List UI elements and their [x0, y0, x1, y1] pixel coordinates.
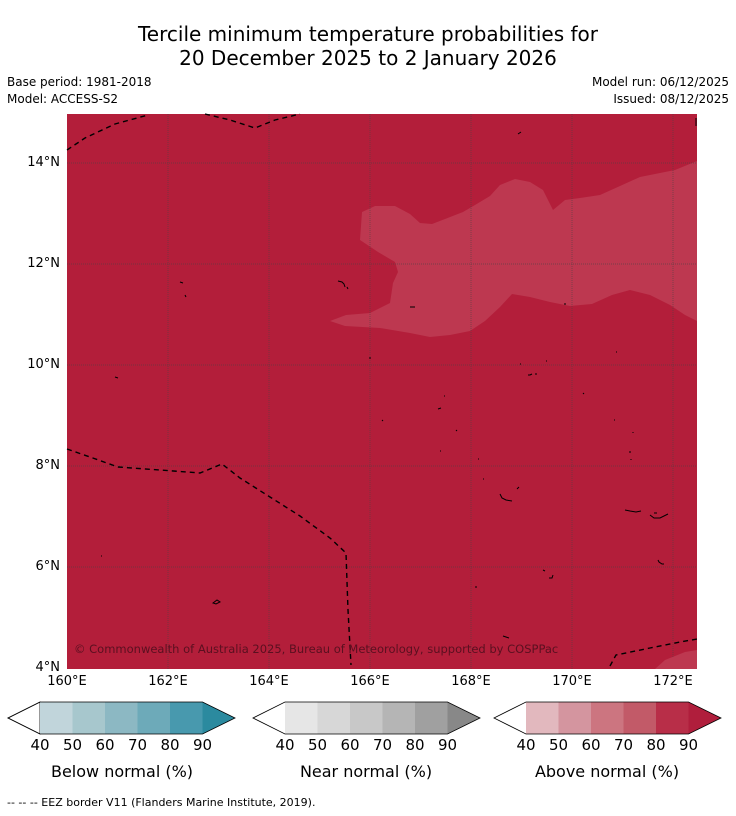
colorbar-near-tick: 60	[340, 736, 360, 754]
meta-right: Model run: 06/12/2025 Issued: 08/12/2025	[592, 74, 729, 108]
lat-label-4n: 4°N	[35, 660, 61, 675]
colorbar-below-swatch-60	[105, 702, 138, 734]
model-name: Model: ACCESS-S2	[7, 92, 119, 106]
eez-border-west	[66, 448, 352, 666]
colorbar-below-swatch-40	[40, 702, 73, 734]
colorbar-above-tick: 60	[581, 736, 601, 754]
colorbar-above-tick: 90	[678, 736, 699, 754]
eez-border-southeast	[609, 638, 698, 667]
meta-left: Base period: 1981-2018 Model: ACCESS-S2	[7, 74, 152, 108]
probability-field-corner	[655, 650, 697, 669]
colorbar-below-swatch-80	[170, 702, 203, 734]
colorbar-near-swatch-80	[415, 702, 448, 734]
colorbar-above-tick: 80	[646, 736, 666, 754]
lat-label-8n: 8°N	[35, 458, 61, 473]
lat-label-6n: 6°N	[35, 559, 61, 574]
colorbar-above-swatch-80	[656, 702, 689, 734]
eez-borders	[66, 113, 698, 667]
map-title: Tercile minimum temperature probabilitie…	[0, 22, 736, 70]
graticule	[67, 114, 697, 669]
title-line-2: 20 December 2025 to 2 January 2026	[179, 46, 557, 70]
island	[101, 555, 554, 639]
colorbar-near-tick: 40	[275, 736, 295, 754]
colorbar-below-tick: 50	[62, 736, 83, 754]
colorbar-above-tick: 70	[613, 736, 634, 754]
island	[114, 280, 458, 452]
lon-label-166e: 166°E	[350, 674, 390, 689]
island	[499, 486, 669, 565]
colorbar-near-tick: 70	[372, 736, 393, 754]
probability-field-above-70	[330, 161, 697, 337]
lat-label-12n: 12°N	[27, 256, 60, 271]
colorbar-below-tick: 80	[160, 736, 180, 754]
colorbar-below-swatch-70	[137, 702, 170, 734]
colorbar-below-tick: 60	[95, 736, 115, 754]
lat-label-10n: 10°N	[27, 357, 60, 372]
colorbar-near-outline	[252, 701, 481, 735]
lat-label-14n: 14°N	[27, 155, 60, 170]
eez-border-north	[66, 113, 301, 151]
colorbar-near-swatch-60	[350, 702, 383, 734]
colorbar-near-tick: 80	[405, 736, 425, 754]
colorbar-below-swatch-50	[72, 702, 105, 734]
colorbar-above-tick: 50	[548, 736, 569, 754]
colorbar-below-tick: 70	[127, 736, 148, 754]
colorbar-above-label: Above normal (%)	[534, 762, 680, 781]
eez-legend: -- -- -- EEZ border V11 (Flanders Marine…	[7, 796, 316, 809]
colorbar-below-lower-extend	[7, 701, 41, 735]
colorbar-near-upper-extend	[447, 702, 480, 734]
colorbar-near-tick: 90	[437, 736, 458, 754]
colorbar-below-label: Below normal (%)	[50, 762, 194, 781]
lon-label-160e: 160°E	[47, 674, 87, 689]
colorbar-near-lower-extend	[253, 702, 285, 734]
colorbar-above-swatch-60	[591, 702, 624, 734]
colorbar-above-swatch-40	[526, 702, 559, 734]
colorbar-above-swatch-70	[623, 702, 656, 734]
lon-label-170e: 170°E	[552, 674, 592, 689]
colorbar-below-tick: 90	[192, 736, 213, 754]
colorbar-near-tick: 50	[307, 736, 328, 754]
colorbar-above-upper-extend	[688, 702, 721, 734]
lon-label-168e: 168°E	[451, 674, 491, 689]
colorbar-near-swatch-70	[382, 702, 415, 734]
lon-label-164e: 164°E	[249, 674, 289, 689]
islands	[101, 118, 697, 639]
title-line-1: Tercile minimum temperature probabilitie…	[137, 22, 599, 46]
base-period: Base period: 1981-2018	[7, 75, 152, 89]
copyright-notice: © Commonwealth of Australia 2025, Bureau…	[74, 642, 558, 656]
colorbar-above-tick: 40	[516, 736, 536, 754]
model-run: Model run: 06/12/2025	[591, 75, 729, 89]
colorbar-below-tick: 40	[30, 736, 50, 754]
lon-label-162e: 162°E	[148, 674, 188, 689]
colorbar-near-swatch-40	[285, 702, 318, 734]
colorbar-above	[493, 701, 722, 735]
colorbar-near-swatch-50	[317, 702, 350, 734]
colorbar-above-outline	[493, 701, 722, 735]
lon-label-172e: 172°E	[653, 674, 693, 689]
colorbar-above-lower-extend	[494, 702, 526, 734]
colorbar-below-outline	[7, 701, 236, 735]
colorbar-above-swatch-50	[558, 702, 591, 734]
colorbar-near-label: Near normal (%)	[299, 762, 433, 781]
issued-date: Issued: 08/12/2025	[613, 92, 729, 106]
colorbar-below	[7, 701, 236, 735]
island	[478, 118, 697, 480]
colorbar-near	[252, 701, 481, 735]
colorbar-below-upper-extend	[202, 702, 235, 734]
